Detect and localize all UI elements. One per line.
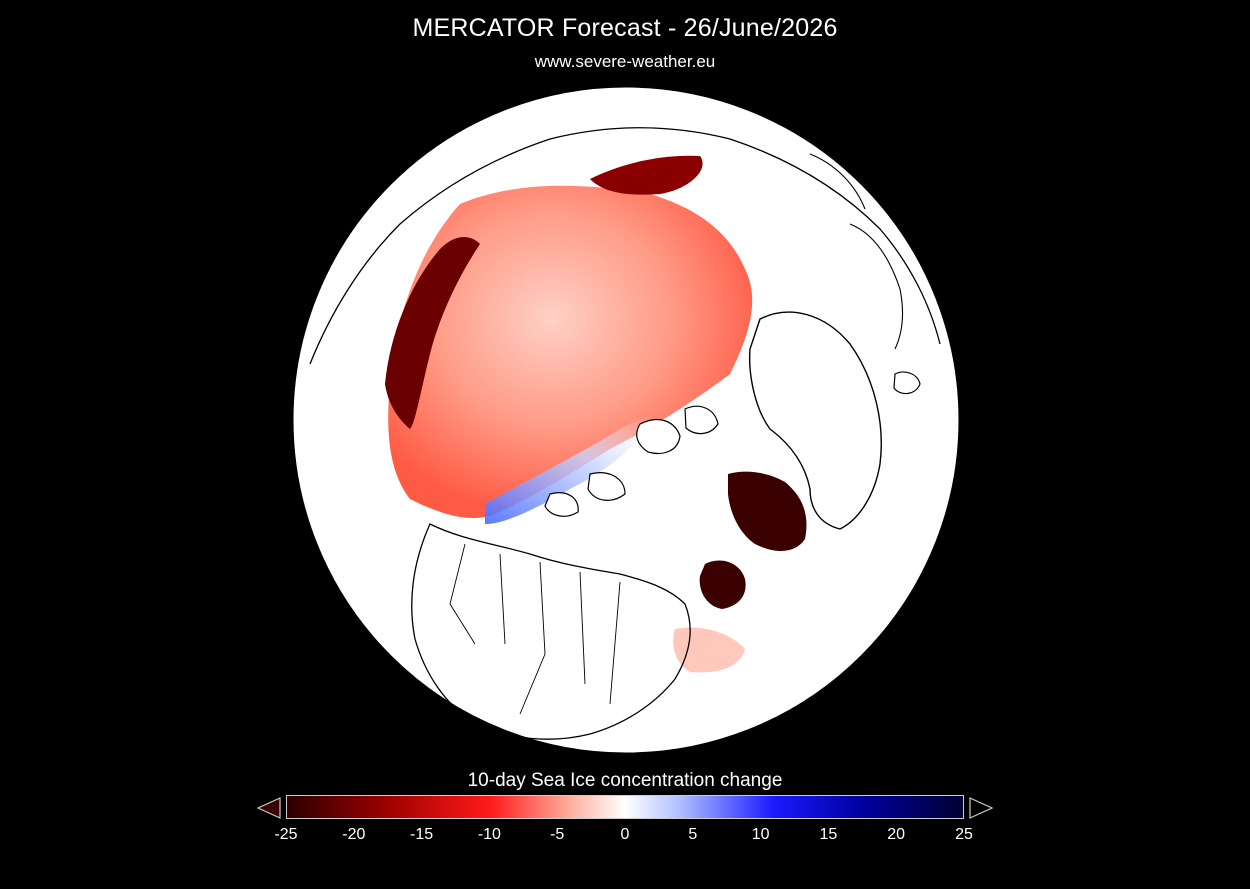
labrador-change [673,627,745,673]
central-arctic-ice-region [388,185,753,519]
colorbar-title: 10-day Sea Ice concentration change [467,770,783,791]
colorbar-tick-label: -15 [410,826,434,843]
siberian-loss-edge [385,237,480,429]
colorbar-max-extend-arrow [969,797,994,819]
colorbar [286,795,964,819]
colorbar-tick-label: 5 [688,826,698,843]
source-url: www.severe-weather.eu [534,52,716,71]
polar-map-svg [292,86,960,754]
colorbar-tick-label: -20 [342,826,366,843]
north-america-coast [411,523,691,740]
colorbar-tick-label: 0 [620,826,630,843]
colorbar-tick-label: -5 [550,826,565,843]
greenland-coast [748,311,882,530]
iceland-outline [893,371,921,395]
colorbar-tick-label: 25 [955,826,973,843]
colorbar-tick-label: -10 [477,826,501,843]
scandinavia-coast [809,153,904,350]
colorbar-tick-label: -25 [274,826,298,843]
globe-border [292,86,960,754]
province-borders [449,543,621,715]
eurasia-coast [309,127,941,365]
page-title: MERCATOR Forecast - 26/June/2026 [412,14,838,42]
beaufort-gain-region [485,415,655,524]
colorbar-tick-label: 15 [819,826,838,843]
colorbar-tick-label: 20 [887,826,906,843]
hudson-bay-loss [699,560,746,609]
canadian-archipelago [544,405,719,517]
polar-map [290,84,962,756]
colorbar-tick-label: 10 [751,826,770,843]
baffin-bay-loss [728,471,807,551]
colorbar-min-extend-arrow [256,797,281,819]
kara-barents-edge [590,155,703,195]
